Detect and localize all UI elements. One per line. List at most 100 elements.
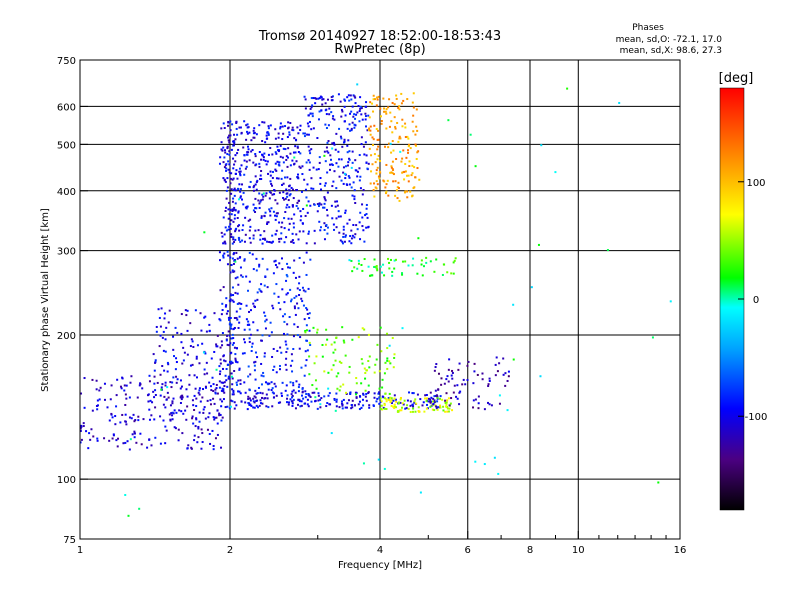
data-point bbox=[250, 350, 253, 353]
data-point bbox=[262, 375, 265, 378]
data-point bbox=[390, 166, 393, 169]
data-point bbox=[248, 185, 251, 188]
data-point bbox=[447, 410, 450, 413]
data-point bbox=[269, 214, 272, 217]
data-point bbox=[406, 135, 409, 138]
data-point bbox=[253, 136, 256, 139]
data-point bbox=[232, 167, 235, 170]
data-point bbox=[394, 127, 397, 130]
data-point bbox=[218, 318, 221, 321]
data-point bbox=[409, 404, 412, 407]
data-point bbox=[305, 393, 308, 396]
data-point bbox=[281, 156, 284, 159]
data-point bbox=[399, 398, 402, 401]
data-point bbox=[237, 236, 240, 239]
data-point bbox=[287, 147, 290, 150]
data-point bbox=[365, 226, 368, 229]
data-point bbox=[222, 146, 225, 149]
data-point bbox=[416, 151, 419, 154]
data-point bbox=[375, 172, 378, 175]
data-point bbox=[378, 391, 381, 394]
data-point bbox=[346, 96, 349, 99]
data-point bbox=[407, 145, 410, 148]
data-point bbox=[297, 238, 300, 241]
data-point bbox=[361, 118, 364, 121]
data-point bbox=[380, 350, 383, 353]
data-point bbox=[459, 390, 462, 393]
data-point bbox=[323, 228, 326, 231]
data-point bbox=[292, 163, 295, 166]
data-point bbox=[404, 126, 407, 129]
data-point bbox=[415, 108, 418, 111]
data-point bbox=[322, 98, 325, 101]
data-point bbox=[351, 270, 354, 273]
data-point bbox=[274, 259, 277, 262]
data-point bbox=[606, 249, 609, 252]
data-point bbox=[230, 172, 233, 175]
data-point bbox=[274, 151, 277, 154]
data-point bbox=[312, 166, 315, 169]
data-point bbox=[154, 361, 157, 364]
data-point bbox=[154, 406, 157, 409]
data-point bbox=[304, 390, 307, 393]
data-point bbox=[327, 124, 330, 127]
data-point bbox=[230, 375, 233, 378]
data-point bbox=[296, 126, 299, 129]
data-point bbox=[180, 332, 183, 335]
data-point bbox=[287, 401, 290, 404]
data-point bbox=[272, 307, 275, 310]
data-point bbox=[359, 211, 362, 214]
data-point bbox=[218, 412, 221, 415]
data-point bbox=[280, 177, 283, 180]
data-point bbox=[400, 92, 403, 95]
data-point bbox=[243, 328, 246, 331]
data-point bbox=[220, 389, 223, 392]
data-point bbox=[335, 336, 338, 339]
data-point bbox=[260, 396, 263, 399]
data-point bbox=[380, 122, 383, 125]
data-point bbox=[288, 194, 291, 197]
data-point bbox=[275, 152, 278, 155]
y-axis-label: Stationary phase Virtual Height [km] bbox=[40, 208, 51, 392]
data-point bbox=[388, 98, 391, 101]
data-point bbox=[364, 389, 367, 392]
data-point bbox=[289, 398, 292, 401]
data-point bbox=[222, 398, 225, 401]
data-point bbox=[383, 372, 386, 375]
data-point bbox=[346, 164, 349, 167]
data-point bbox=[324, 343, 327, 346]
data-point bbox=[304, 396, 307, 399]
data-point bbox=[287, 403, 290, 406]
data-point bbox=[90, 428, 93, 431]
data-point bbox=[278, 237, 281, 240]
data-point bbox=[195, 417, 198, 420]
data-point bbox=[238, 302, 241, 305]
data-point bbox=[197, 391, 200, 394]
data-point bbox=[474, 460, 477, 463]
data-point bbox=[170, 386, 173, 389]
data-point bbox=[103, 382, 106, 385]
data-point bbox=[280, 257, 283, 260]
data-point bbox=[231, 123, 234, 126]
data-point bbox=[236, 133, 239, 136]
data-point bbox=[283, 301, 286, 304]
data-point bbox=[295, 188, 298, 191]
data-point bbox=[152, 390, 155, 393]
data-point bbox=[248, 340, 251, 343]
data-point bbox=[189, 322, 192, 325]
data-point bbox=[231, 333, 234, 336]
data-point bbox=[228, 171, 231, 174]
data-point bbox=[473, 362, 476, 365]
data-point bbox=[179, 401, 182, 404]
data-point bbox=[219, 319, 222, 322]
data-point bbox=[398, 409, 401, 412]
data-point bbox=[204, 352, 207, 355]
data-point bbox=[539, 375, 542, 378]
data-point bbox=[276, 212, 279, 215]
data-point bbox=[392, 169, 395, 172]
data-point bbox=[363, 367, 366, 370]
data-point bbox=[406, 190, 409, 193]
data-point bbox=[233, 214, 236, 217]
data-point bbox=[342, 383, 345, 386]
data-point bbox=[249, 373, 252, 376]
